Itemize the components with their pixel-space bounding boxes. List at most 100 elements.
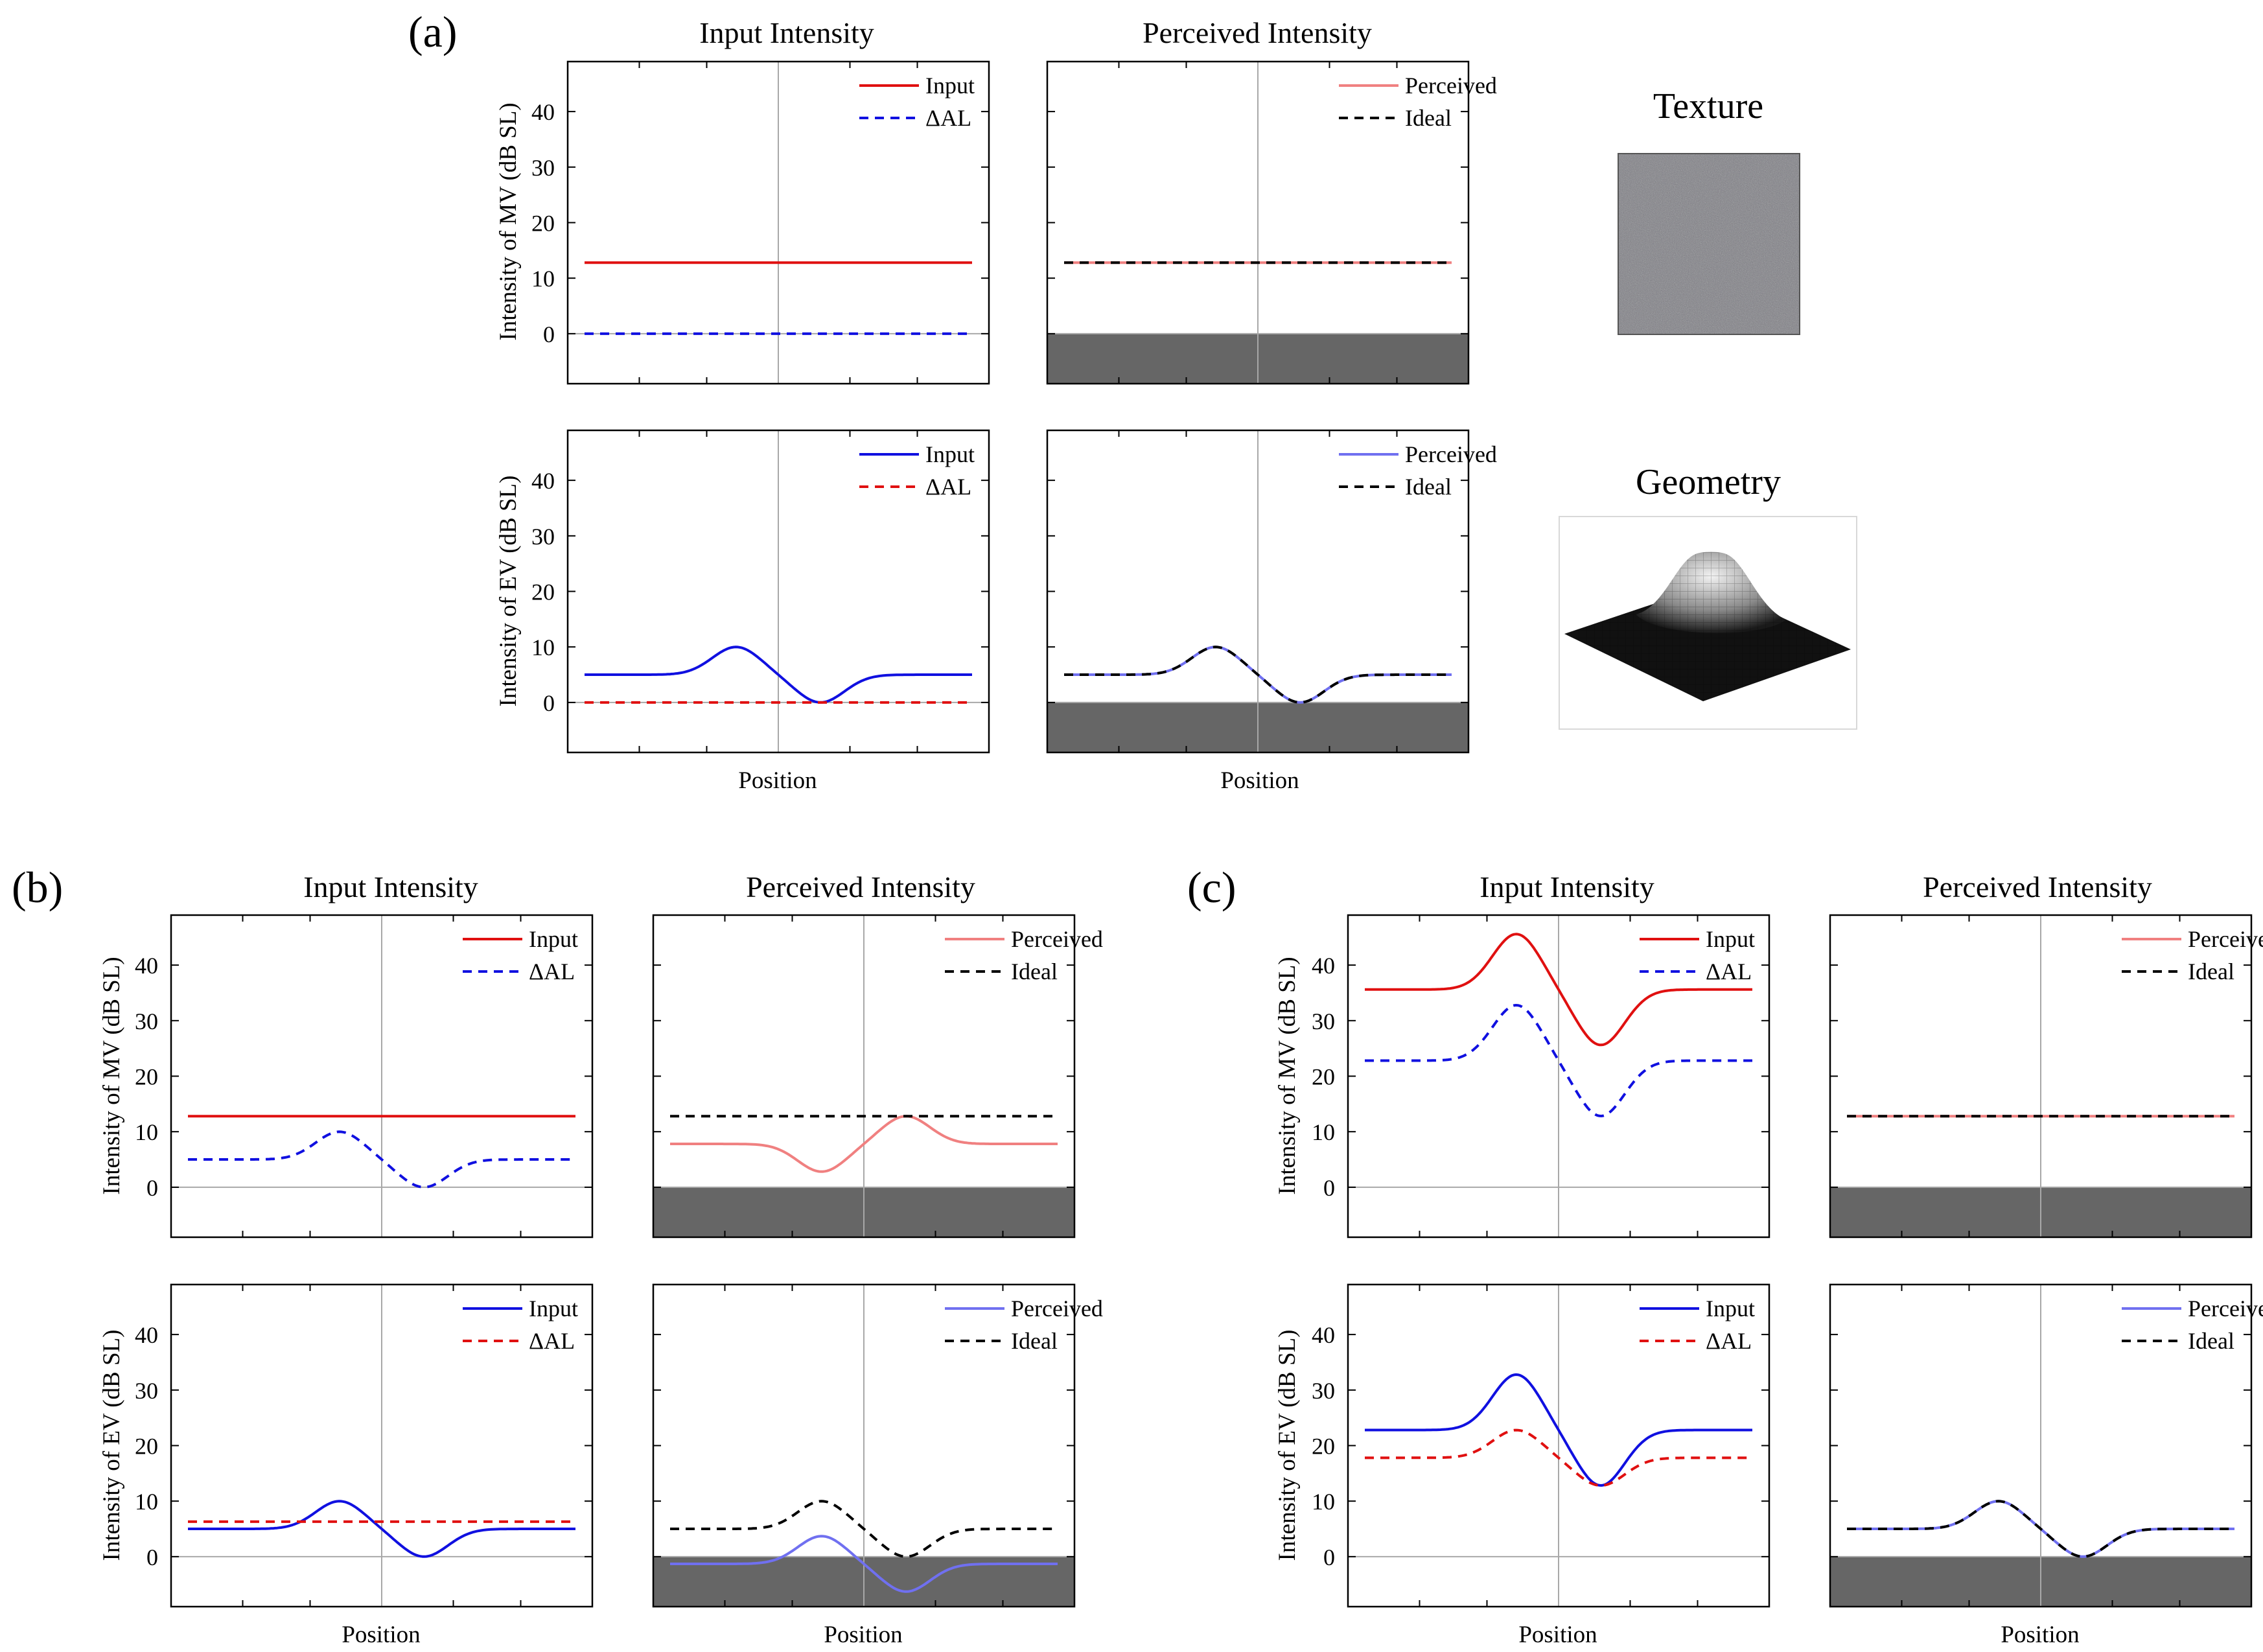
ylabel-a-mv: Intensity of MV (dB SL) [495, 102, 522, 340]
chart-b-perc-mv: Perceived Ideal [652, 914, 1103, 1239]
ylabel-b-mv: Intensity of MV (dB SL) [99, 957, 125, 1194]
legend-label: Perceived [1405, 441, 1497, 467]
y-tick-label: 10 [1312, 1119, 1335, 1145]
series-line-dal [1365, 1428, 1752, 1487]
xlabel-b-input: Position [342, 1622, 420, 1648]
chart-c-perc-mv: Perceived Ideal [1829, 914, 2263, 1239]
panel-label-c: (c) [1187, 863, 1236, 912]
legend-label: ΔAL [1706, 959, 1752, 984]
legend-label: Perceived [2188, 1296, 2263, 1321]
ylabel-b-ev: Intensity of EV (dB SL) [99, 1330, 125, 1561]
y-tick-label: 30 [135, 1378, 158, 1404]
y-tick-label: 40 [135, 953, 158, 979]
legend-label: Perceived [1011, 926, 1103, 952]
chart-a-perc-mv: Perceived Ideal [1046, 60, 1497, 385]
y-tick-label: 0 [1323, 1175, 1335, 1201]
legend-label: ΔAL [925, 105, 971, 131]
y-tick-label: 30 [1312, 1008, 1335, 1034]
y-tick-label: 10 [531, 266, 555, 292]
y-tick-label: 20 [1312, 1434, 1335, 1460]
y-tick-label: 10 [135, 1489, 158, 1515]
chart-c-perc-ev: Perceived Ideal [1829, 1283, 2263, 1608]
y-tick-label: 0 [146, 1175, 158, 1201]
chart-c-input-ev: 0 10 20 30 40 Input ΔAL [1312, 1283, 1770, 1608]
title-c-perceived: Perceived Intensity [1923, 870, 2152, 903]
y-tick-label: 30 [1312, 1378, 1335, 1404]
series-line-perceived [670, 1115, 1058, 1173]
legend-label: Ideal [1405, 474, 1452, 500]
chart-b-perc-ev: Perceived Ideal [652, 1283, 1103, 1608]
title-c-input: Input Intensity [1480, 870, 1654, 903]
y-tick-label: 10 [531, 634, 555, 660]
legend-label: Input [1706, 1296, 1755, 1321]
panel-label-a: (a) [408, 7, 457, 56]
legend-label: Input [925, 441, 975, 467]
y-tick-label: 0 [543, 690, 555, 716]
y-tick-label: 20 [1312, 1064, 1335, 1090]
y-tick-label: 20 [135, 1434, 158, 1460]
ylabel-c-ev: Intensity of EV (dB SL) [1274, 1330, 1301, 1561]
legend-label: ΔAL [925, 474, 971, 500]
legend-label: Input [529, 1296, 578, 1321]
xlabel-c-perceived: Position [2001, 1622, 2079, 1648]
panel-label-b: (b) [12, 863, 63, 912]
legend-label: Input [529, 926, 578, 952]
texture-title: Texture [1653, 86, 1763, 126]
ylabel-c-mv: Intensity of MV (dB SL) [1274, 957, 1301, 1194]
legend-label: Perceived [2188, 926, 2263, 952]
chart-a-input-ev: 0 10 20 30 40 Input ΔAL [531, 429, 990, 754]
legend-label: Ideal [1011, 1328, 1058, 1354]
geometry-image [1559, 516, 1857, 730]
series-line-ideal [1847, 1500, 2234, 1558]
series-line-input [188, 1500, 575, 1558]
y-tick-label: 0 [146, 1544, 158, 1570]
legend-label: ΔAL [529, 1328, 575, 1354]
y-tick-label: 30 [135, 1008, 158, 1034]
legend-label: Ideal [2188, 1328, 2234, 1354]
chart-b-input-mv: 0 10 20 30 40 Input ΔAL [135, 914, 594, 1239]
chart-b-input-ev: 0 10 20 30 40 Input ΔAL [135, 1283, 594, 1608]
legend-label: Ideal [2188, 959, 2234, 984]
legend-label: Ideal [1405, 105, 1452, 131]
xlabel-a-input: Position [738, 767, 817, 794]
legend-label: ΔAL [529, 959, 575, 984]
chart-a-input-mv: 0 10 20 30 40 Input ΔAL [531, 60, 990, 385]
geometry-title: Geometry [1636, 462, 1781, 502]
title-a-input: Input Intensity [699, 16, 874, 49]
y-tick-label: 0 [543, 321, 555, 347]
y-tick-label: 30 [531, 524, 555, 550]
legend-label: ΔAL [1706, 1328, 1752, 1354]
xlabel-c-input: Position [1518, 1622, 1597, 1648]
title-a-perceived: Perceived Intensity [1143, 16, 1372, 49]
y-tick-label: 10 [135, 1119, 158, 1145]
chart-a-perc-ev: Perceived Ideal [1046, 429, 1497, 754]
y-tick-label: 40 [531, 99, 555, 125]
legend-label: Perceived [1405, 73, 1497, 99]
legend-label: Perceived [1011, 1296, 1103, 1321]
series-line-input [1365, 1373, 1752, 1487]
texture-image [1618, 153, 1800, 335]
y-tick-label: 0 [1323, 1544, 1335, 1570]
chart-c-input-mv: 0 10 20 30 40 Input ΔAL [1312, 914, 1770, 1239]
y-tick-label: 40 [135, 1322, 158, 1348]
y-tick-label: 10 [1312, 1489, 1335, 1515]
y-tick-label: 20 [135, 1064, 158, 1090]
xlabel-a-perceived: Position [1220, 767, 1299, 794]
title-b-input: Input Intensity [303, 870, 478, 903]
legend-label: Ideal [1011, 959, 1058, 984]
series-line-dal [1365, 1004, 1752, 1117]
series-line-perceived [670, 1535, 1058, 1593]
ylabel-a-ev: Intensity of EV (dB SL) [495, 476, 522, 707]
series-line-ideal [1064, 646, 1452, 704]
y-tick-label: 20 [531, 579, 555, 605]
legend-label: Input [925, 73, 975, 99]
xlabel-b-perceived: Position [824, 1622, 902, 1648]
y-tick-label: 30 [531, 155, 555, 181]
legend-label: Input [1706, 926, 1755, 952]
series-line-ideal [670, 1500, 1058, 1558]
series-line-input [1365, 933, 1752, 1047]
y-tick-label: 40 [1312, 1322, 1335, 1348]
y-tick-label: 20 [531, 211, 555, 237]
title-b-perceived: Perceived Intensity [746, 870, 975, 903]
